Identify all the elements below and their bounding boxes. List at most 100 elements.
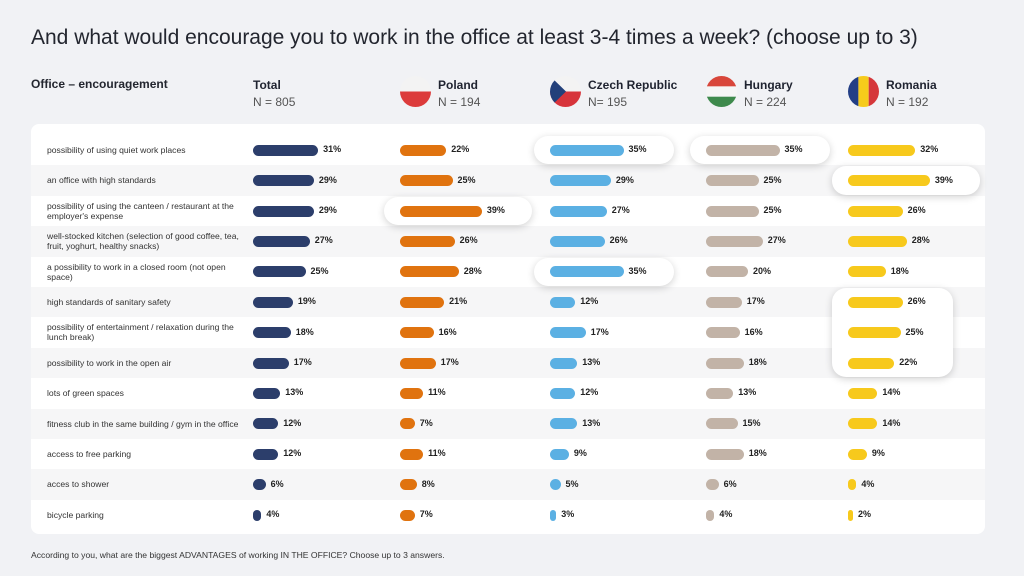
- value-label: 3%: [561, 509, 575, 519]
- column-name: Czech Republic: [588, 78, 678, 92]
- bar-hungary: [706, 357, 744, 369]
- czech-republic-flag-icon: [550, 76, 581, 107]
- column-sample-size: N = 224: [744, 95, 787, 109]
- value-label: 9%: [871, 448, 885, 459]
- row-label: possibility of entertainment / relaxatio…: [47, 322, 234, 343]
- bar-poland: [400, 266, 459, 278]
- bar-czech-republic: [550, 235, 605, 247]
- value-label: 25%: [905, 326, 924, 337]
- bar-total: [253, 205, 314, 217]
- value-label: 16%: [744, 326, 763, 337]
- column-name: Hungary: [744, 78, 793, 92]
- value-label: 25%: [457, 174, 476, 185]
- header-label: Office – encouragement: [31, 77, 168, 91]
- bar-romania: [848, 479, 857, 491]
- value-label: 25%: [763, 174, 782, 185]
- value-label: 26%: [907, 205, 926, 215]
- bar-total: [253, 418, 279, 430]
- row-label: bicycle parking: [47, 509, 104, 520]
- bar-total: [253, 175, 314, 187]
- bar-total: [253, 509, 262, 521]
- column-sample-size: N = 805: [253, 95, 296, 109]
- bar-romania: [848, 327, 901, 339]
- value-label: 13%: [738, 387, 757, 398]
- bar-romania: [848, 448, 867, 460]
- value-label: 9%: [573, 448, 587, 459]
- value-label: 26%: [459, 235, 478, 246]
- value-label: 35%: [628, 144, 647, 155]
- value-label: 11%: [428, 448, 446, 459]
- value-label: 28%: [463, 265, 482, 276]
- value-label: 13%: [582, 357, 601, 367]
- bar-poland: [400, 387, 424, 399]
- bar-hungary: [706, 296, 742, 308]
- row-label: well-stocked kitchen (selection of good …: [47, 231, 239, 252]
- bar-poland: [400, 327, 434, 339]
- value-label: 14%: [882, 387, 901, 398]
- bar-poland: [400, 357, 436, 369]
- bar-romania: [848, 296, 903, 308]
- bar-romania: [848, 387, 878, 399]
- bar-poland: [400, 448, 424, 460]
- value-label: 27%: [767, 235, 786, 246]
- bar-hungary: [706, 205, 759, 217]
- value-label: 4%: [861, 478, 875, 489]
- row-label: possibility of using the canteen / resta…: [47, 200, 234, 221]
- bar-romania: [848, 175, 930, 187]
- value-label: 13%: [582, 417, 601, 428]
- bar-hungary: [706, 387, 734, 399]
- value-label: 22%: [899, 357, 918, 367]
- bar-poland: [400, 205, 482, 217]
- bar-czech-republic: [550, 175, 611, 187]
- value-label: 6%: [723, 478, 737, 489]
- column-name: Poland: [438, 78, 479, 92]
- value-label: 13%: [285, 387, 304, 398]
- value-label: 18%: [748, 357, 767, 367]
- bar-poland: [400, 235, 455, 247]
- bar-czech-republic: [550, 418, 578, 430]
- poland-flag-icon: [400, 76, 431, 107]
- value-label: 25%: [310, 265, 329, 276]
- bar-romania: [848, 144, 916, 156]
- bar-poland: [400, 509, 415, 521]
- value-label: 17%: [440, 357, 459, 367]
- row-label: acces to shower: [47, 479, 110, 490]
- value-label: 14%: [882, 417, 901, 428]
- value-label: 31%: [323, 144, 342, 155]
- value-label: 26%: [907, 296, 926, 307]
- bar-hungary: [706, 235, 763, 247]
- bar-czech-republic: [550, 448, 569, 460]
- column-name: Romania: [886, 78, 937, 92]
- row-label: fitness club in the same building / gym …: [47, 418, 239, 429]
- bar-poland: [400, 479, 417, 491]
- value-label: 18%: [748, 448, 767, 459]
- hungary-flag-icon: [706, 76, 737, 107]
- bar-romania: [848, 235, 907, 247]
- value-label: 29%: [615, 174, 634, 185]
- value-label: 5%: [565, 478, 579, 489]
- value-label: 25%: [763, 205, 782, 215]
- bar-czech-republic: [550, 479, 561, 491]
- value-label: 26%: [609, 235, 628, 246]
- chart-title: And what would encourage you to work in …: [31, 26, 918, 49]
- bar-hungary: [706, 175, 759, 187]
- value-label: 4%: [719, 509, 733, 519]
- bar-total: [253, 387, 281, 399]
- bar-czech-republic: [550, 205, 607, 217]
- value-label: 39%: [934, 174, 953, 185]
- bar-hungary: [706, 479, 719, 491]
- bar-czech-republic: [550, 266, 624, 278]
- bar-romania: [848, 418, 878, 430]
- bar-romania: [848, 357, 895, 369]
- row-band: [31, 165, 985, 196]
- row-label: possibility to work in the open air: [47, 357, 172, 368]
- bar-czech-republic: [550, 327, 586, 339]
- value-label: 21%: [449, 296, 468, 307]
- value-label: 7%: [419, 417, 433, 428]
- value-label: 18%: [890, 265, 909, 276]
- value-label: 4%: [266, 509, 280, 519]
- row-label: lots of green spaces: [47, 388, 124, 399]
- value-label: 11%: [428, 387, 446, 398]
- column-name: Total: [253, 78, 281, 92]
- bar-romania: [848, 509, 853, 521]
